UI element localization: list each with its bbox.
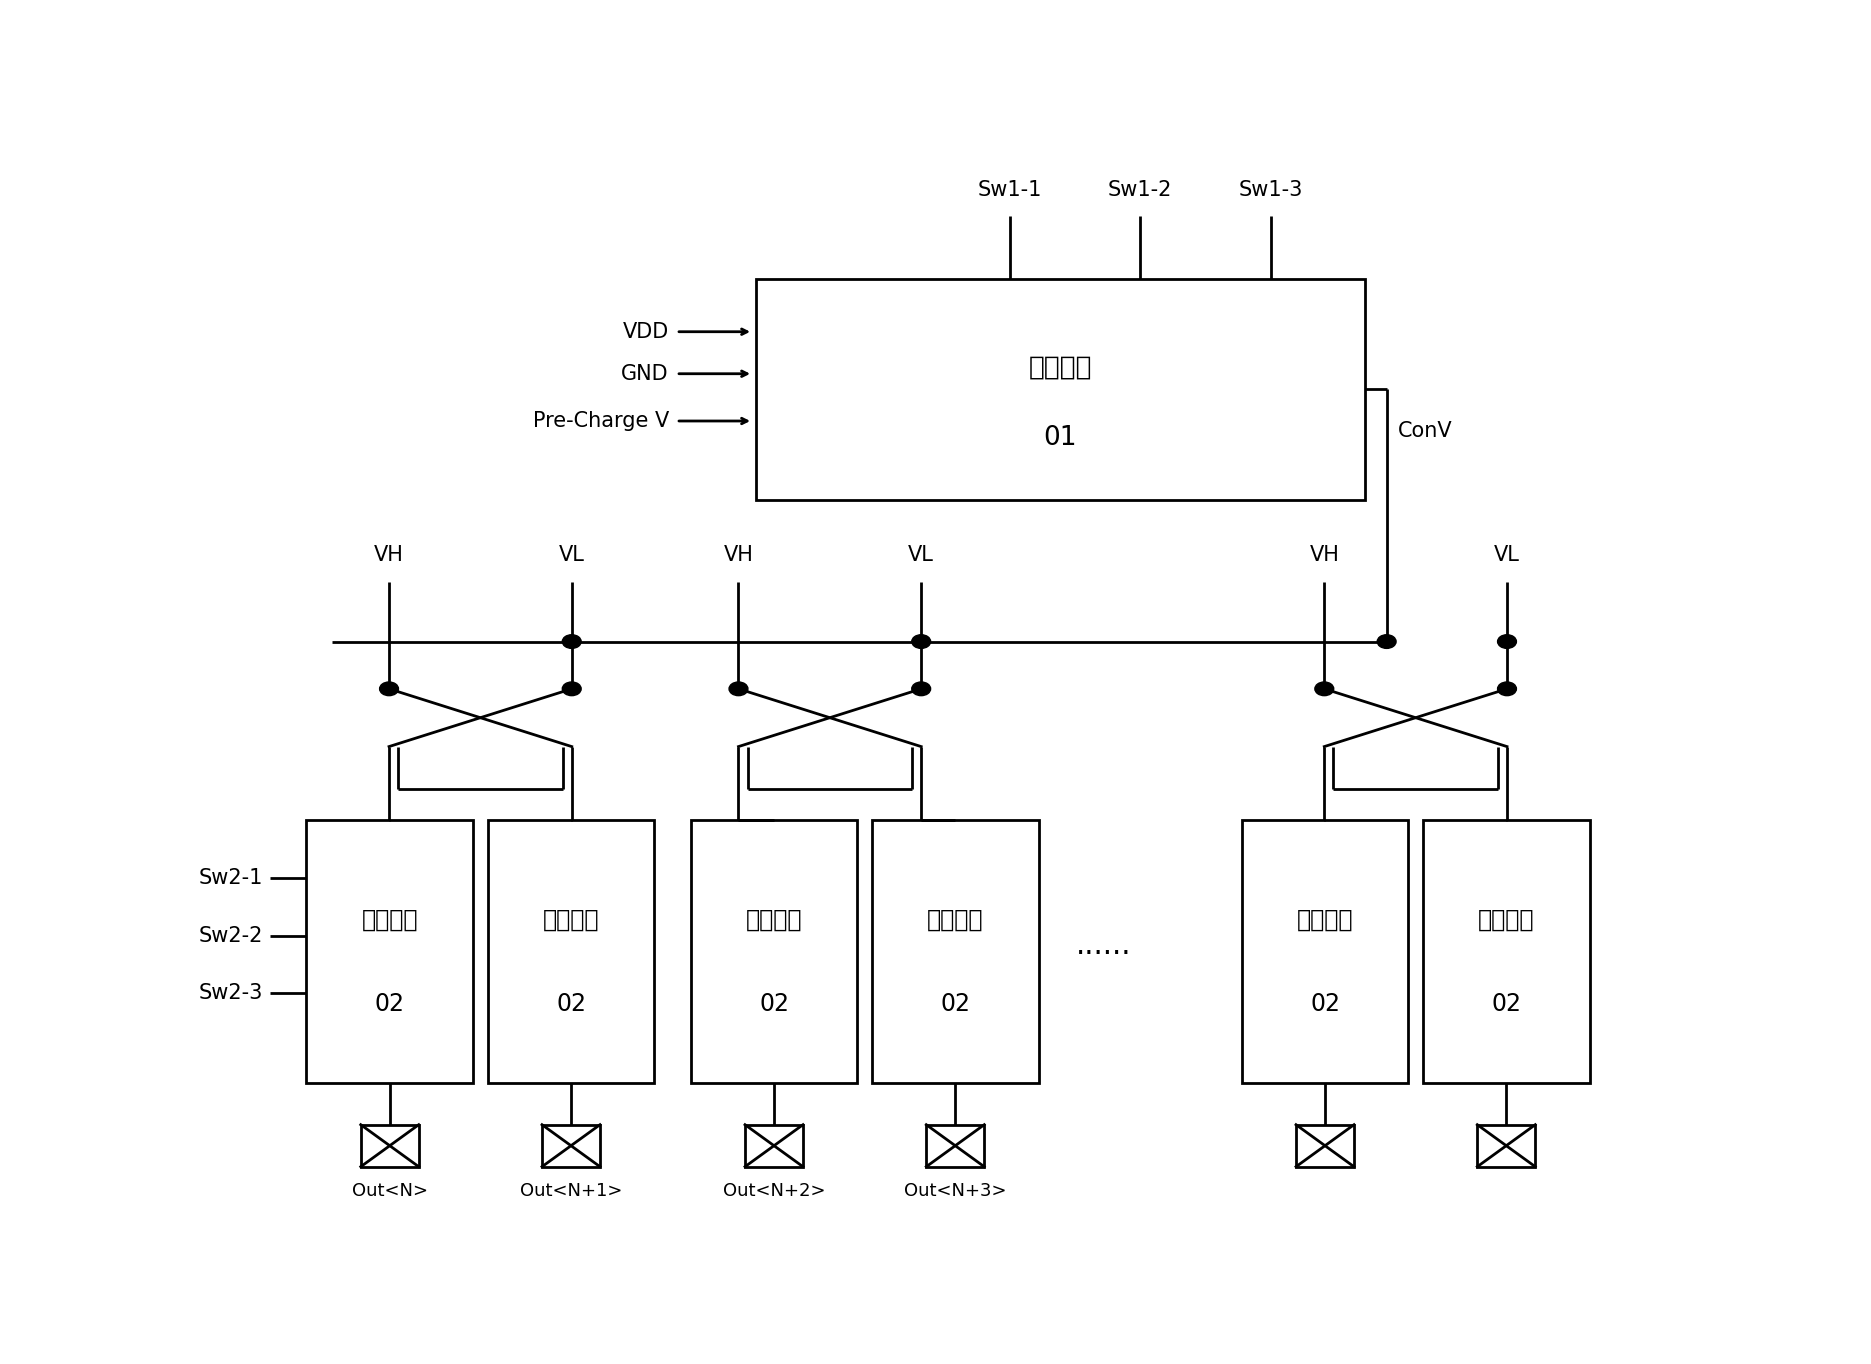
Text: 02: 02 bbox=[556, 992, 586, 1016]
Text: Out<N>: Out<N> bbox=[352, 1183, 428, 1200]
Text: ConV: ConV bbox=[1398, 421, 1454, 441]
Text: ......: ...... bbox=[1076, 932, 1132, 960]
Text: VL: VL bbox=[907, 544, 934, 565]
Text: Out<N+3>: Out<N+3> bbox=[904, 1183, 1007, 1200]
Text: VDD: VDD bbox=[623, 322, 668, 342]
Bar bbox=[926, 1125, 984, 1166]
Text: VH: VH bbox=[374, 544, 404, 565]
Text: Out<N+2>: Out<N+2> bbox=[722, 1183, 825, 1200]
Text: 输出电路: 输出电路 bbox=[1297, 908, 1353, 932]
Bar bbox=[307, 820, 473, 1083]
Text: 02: 02 bbox=[1491, 992, 1521, 1016]
Text: GND: GND bbox=[621, 364, 668, 383]
Bar bbox=[872, 820, 1038, 1083]
Bar bbox=[1478, 1125, 1536, 1166]
Text: 02: 02 bbox=[760, 992, 790, 1016]
Bar bbox=[690, 820, 857, 1083]
Bar bbox=[361, 1125, 419, 1166]
Bar bbox=[1297, 1125, 1355, 1166]
Text: 输出电路: 输出电路 bbox=[747, 908, 803, 932]
Bar bbox=[1242, 820, 1409, 1083]
Circle shape bbox=[1497, 634, 1516, 648]
Text: Sw1-3: Sw1-3 bbox=[1239, 180, 1302, 201]
Text: Sw2-2: Sw2-2 bbox=[198, 926, 262, 945]
Circle shape bbox=[730, 682, 748, 696]
Circle shape bbox=[911, 682, 930, 696]
Text: 02: 02 bbox=[1310, 992, 1340, 1016]
Bar bbox=[543, 1125, 601, 1166]
Circle shape bbox=[563, 634, 582, 648]
Text: 输出电路: 输出电路 bbox=[543, 908, 599, 932]
Text: VH: VH bbox=[724, 544, 754, 565]
Text: 控制电路: 控制电路 bbox=[1029, 355, 1093, 381]
Text: 02: 02 bbox=[374, 992, 404, 1016]
Bar bbox=[745, 1125, 803, 1166]
Circle shape bbox=[1315, 682, 1334, 696]
Circle shape bbox=[1377, 634, 1396, 648]
Text: Sw1-1: Sw1-1 bbox=[977, 180, 1042, 201]
Circle shape bbox=[563, 682, 582, 696]
Text: Sw2-1: Sw2-1 bbox=[198, 868, 262, 888]
Text: VH: VH bbox=[1310, 544, 1340, 565]
Text: 02: 02 bbox=[941, 992, 971, 1016]
Text: Sw1-2: Sw1-2 bbox=[1108, 180, 1173, 201]
Text: 01: 01 bbox=[1044, 426, 1078, 451]
Text: VL: VL bbox=[1495, 544, 1519, 565]
Text: Pre-Charge V: Pre-Charge V bbox=[533, 411, 668, 431]
Bar bbox=[488, 820, 655, 1083]
Bar bbox=[1422, 820, 1590, 1083]
Circle shape bbox=[1497, 682, 1516, 696]
Circle shape bbox=[380, 682, 399, 696]
Bar bbox=[756, 280, 1366, 499]
Text: 输出电路: 输出电路 bbox=[1478, 908, 1534, 932]
Text: Sw2-3: Sw2-3 bbox=[198, 983, 262, 1004]
Text: VL: VL bbox=[559, 544, 584, 565]
Text: 输出电路: 输出电路 bbox=[926, 908, 984, 932]
Text: Out<N+1>: Out<N+1> bbox=[520, 1183, 623, 1200]
Text: 输出电路: 输出电路 bbox=[361, 908, 417, 932]
Circle shape bbox=[911, 634, 930, 648]
